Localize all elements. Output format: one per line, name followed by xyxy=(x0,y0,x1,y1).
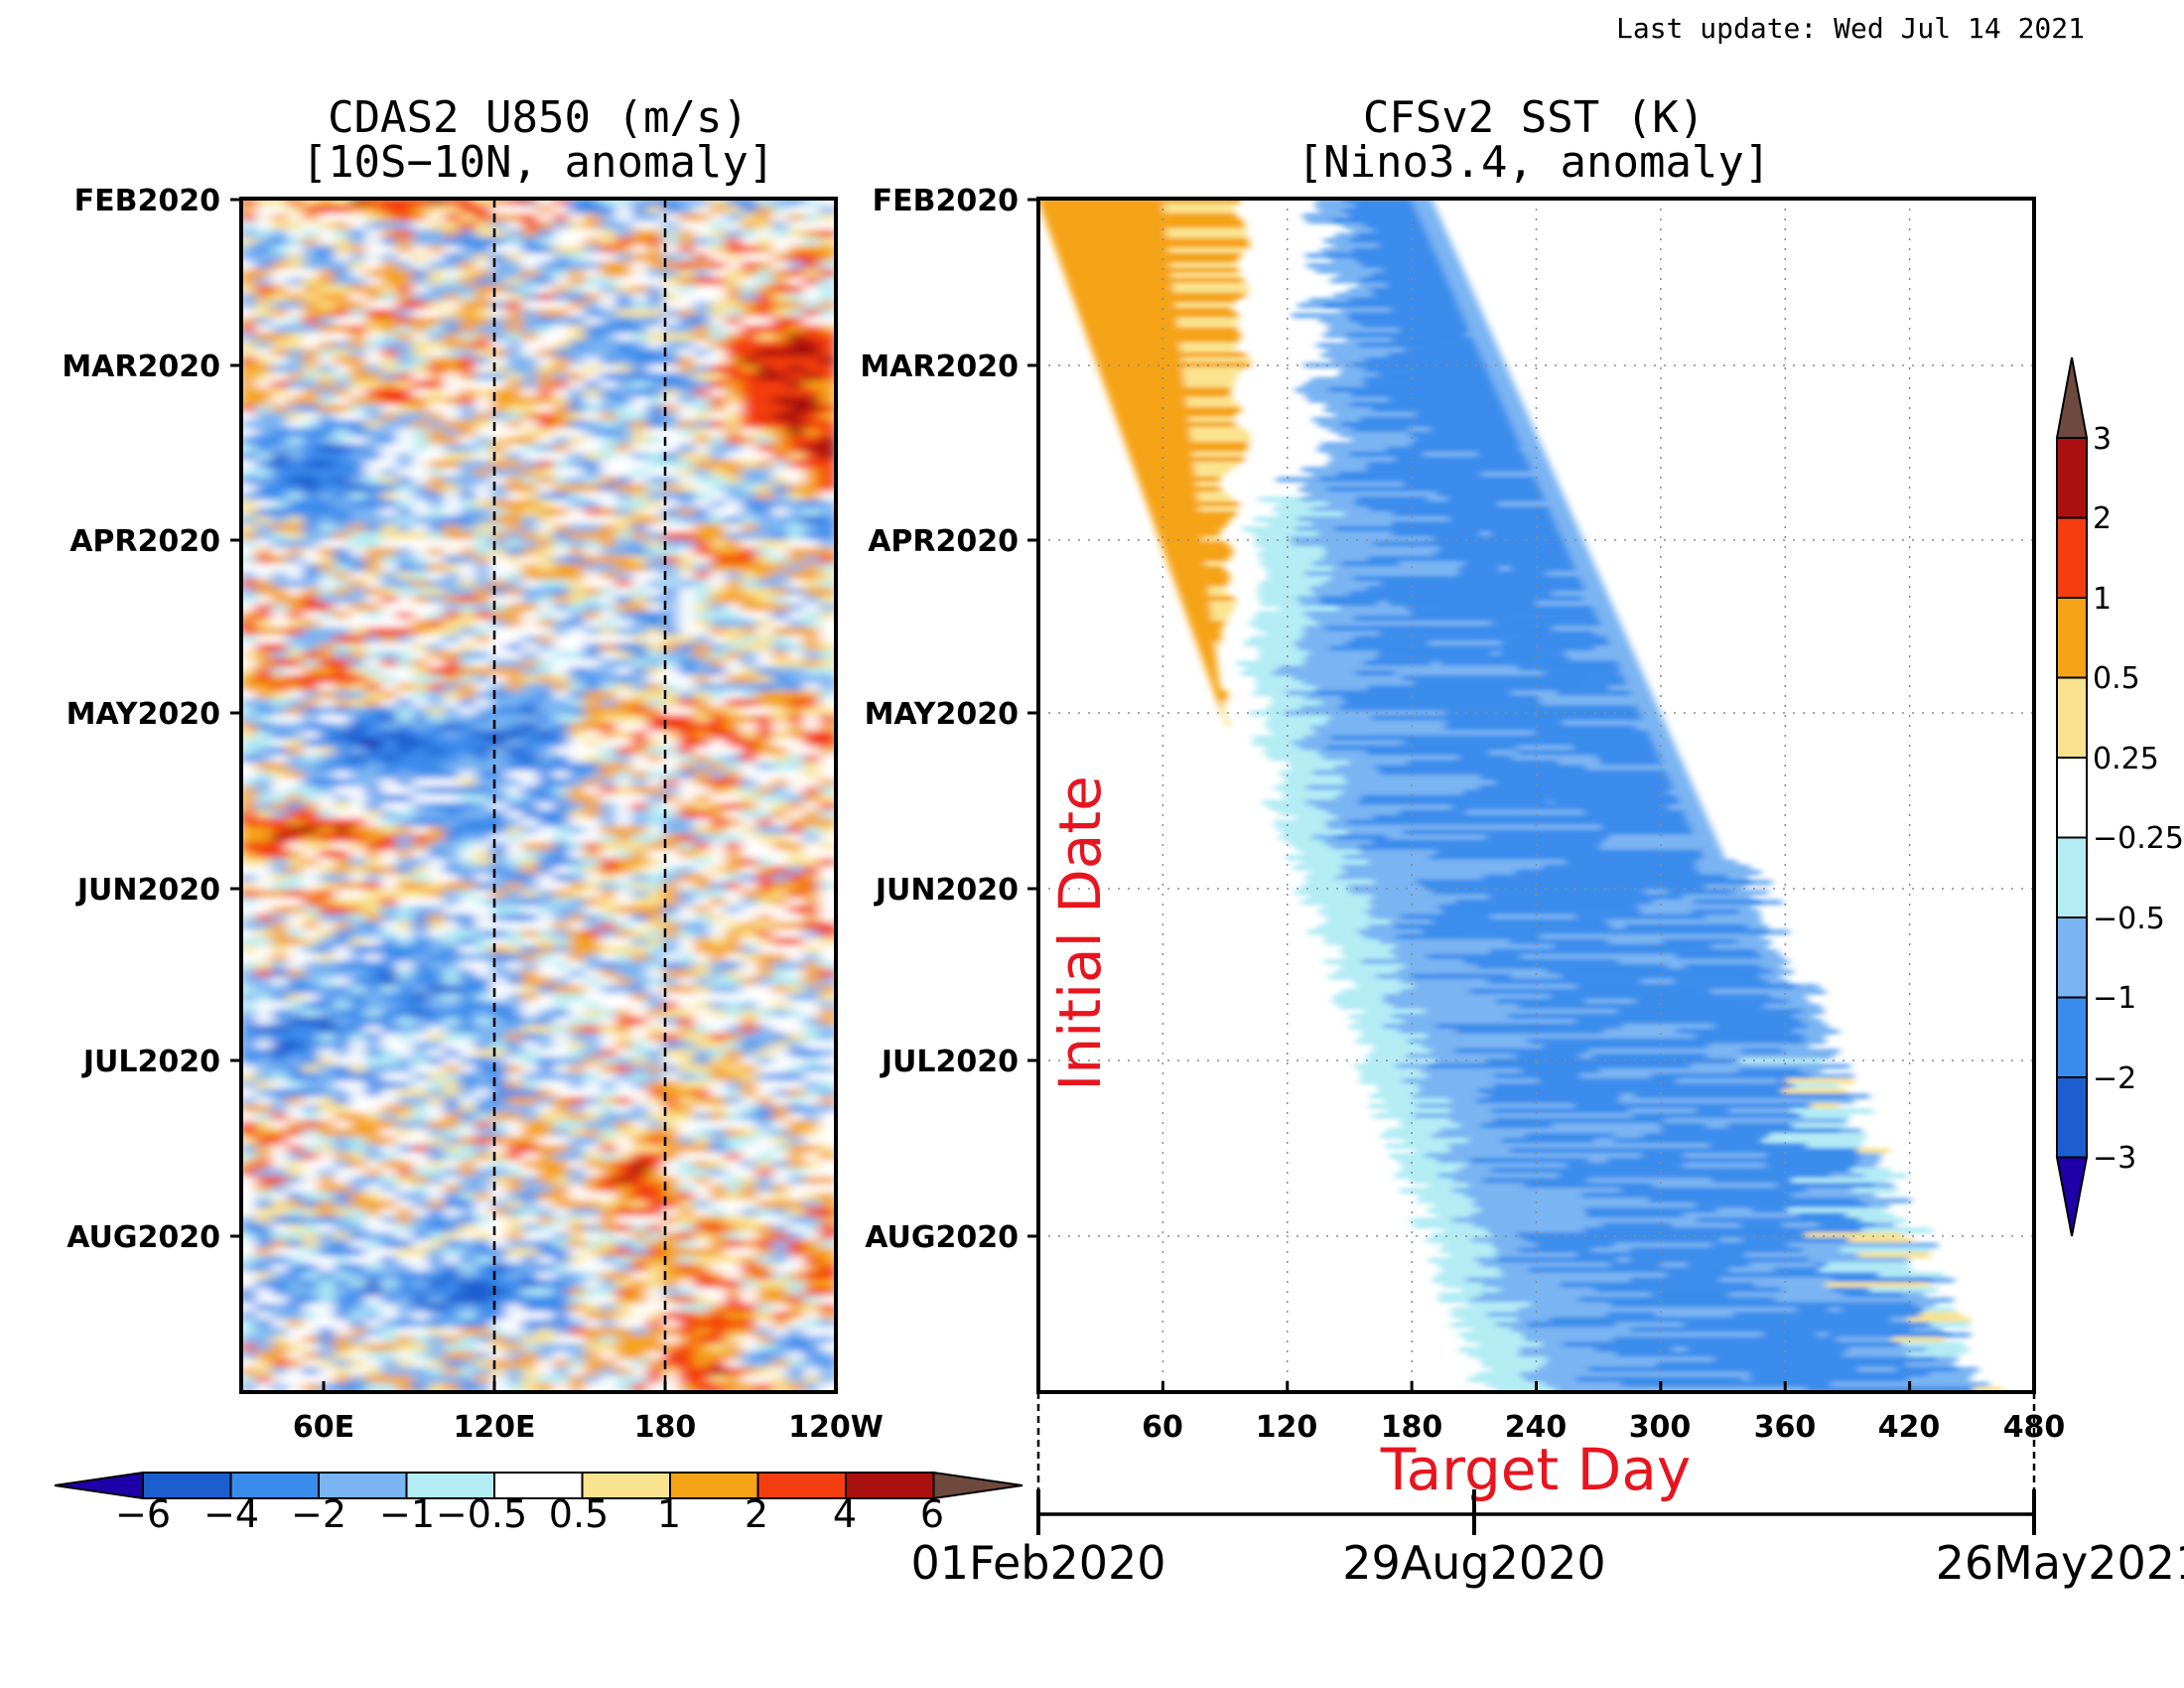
sst-colorbar-labels: 3 2 1 0.5 0.25 −0.25 −0.5 −1 −2 −3 xyxy=(2093,422,2184,1176)
sst-y-tick: JUL2020 xyxy=(880,1045,1019,1079)
sst-x-tick: 240 xyxy=(1505,1410,1568,1445)
sst-xlabel: Target Day xyxy=(1380,1436,1691,1503)
sst-colorbar-swatch xyxy=(2056,757,2088,839)
u850-colorbar-label: −4 xyxy=(204,1492,259,1536)
u850-colorbar-swatch xyxy=(669,1472,759,1499)
sst-colorbar-label: 3 xyxy=(2093,422,2112,457)
sst-colorbar-swatch xyxy=(2056,1076,2088,1159)
u850-colorbar-upper-arrow xyxy=(932,1471,1024,1500)
sst-y-tick: FEB2020 xyxy=(873,184,1019,218)
u850-field xyxy=(241,199,836,1392)
u850-y-tick: AUG2020 xyxy=(67,1220,220,1255)
sst-colorbar-label: −3 xyxy=(2093,1141,2136,1176)
sst-colorbar-label: 2 xyxy=(2093,501,2112,536)
u850-colorbar-swatch xyxy=(318,1472,408,1499)
sst-x-axis: 60 120 180 240 300 360 420 480 xyxy=(1142,1381,2065,1445)
u850-colorbar-label: 6 xyxy=(920,1492,944,1536)
sst-colorbar-swatch xyxy=(2056,516,2088,599)
sst-panel: CFSv2 SST (K) [Nino3.4, anomaly] FEB2020… xyxy=(860,92,2184,1590)
u850-x-axis: 60E 120E 180 120W xyxy=(293,1381,884,1445)
sst-y-tick: MAY2020 xyxy=(865,697,1019,732)
sst-colorbar-swatch xyxy=(2056,836,2088,918)
u850-frame xyxy=(239,197,838,1394)
sst-y-tick: APR2020 xyxy=(868,524,1019,559)
sst-x-tick: 480 xyxy=(2003,1410,2066,1445)
sst-colorbar-label: 0.5 xyxy=(2093,661,2140,696)
u850-x-tick: 60E xyxy=(293,1410,354,1445)
sst-date-label: 01Feb2020 xyxy=(910,1536,1165,1590)
sst-y-tick: MAR2020 xyxy=(860,350,1019,384)
sst-colorbar-swatch xyxy=(2056,676,2088,759)
sst-x-tick: 300 xyxy=(1629,1410,1692,1445)
u850-panel: CDAS2 U850 (m/s) [10S−10N, anomaly] FEB2… xyxy=(54,92,1024,1536)
u850-y-tick: JUN2020 xyxy=(75,873,220,908)
u850-colorbar-label: 1 xyxy=(657,1492,681,1536)
sst-grid xyxy=(1038,199,2034,1392)
u850-y-tick: MAY2020 xyxy=(67,697,220,732)
u850-y-tick: JUL2020 xyxy=(81,1045,220,1079)
u850-subtitle: [10S−10N, anomaly] xyxy=(302,137,775,188)
sst-x-tick: 420 xyxy=(1878,1410,1941,1445)
sst-y-tick: AUG2020 xyxy=(865,1220,1019,1255)
sst-colorbar-label: −1 xyxy=(2093,981,2136,1016)
u850-colorbar-swatch xyxy=(493,1472,584,1499)
sst-field xyxy=(1038,199,2002,1392)
u850-y-tick: MAR2020 xyxy=(62,350,220,384)
u850-colorbar-label: 4 xyxy=(833,1492,857,1536)
u850-y-tick: APR2020 xyxy=(69,524,220,559)
u850-x-tick: 180 xyxy=(634,1410,697,1445)
u850-colorbar-label: 2 xyxy=(745,1492,768,1536)
sst-colorbar-swatch xyxy=(2056,996,2088,1078)
sst-colorbar-label: −0.25 xyxy=(2093,821,2184,856)
sst-colorbar xyxy=(2055,356,2089,1237)
sst-colorbar-label: −2 xyxy=(2093,1061,2136,1096)
u850-colorbar-labels: −6 −4 −2 −1 −0.5 0.5 1 2 4 6 xyxy=(115,1492,944,1536)
sst-date-label: 29Aug2020 xyxy=(1342,1536,1605,1590)
sst-subtitle: [Nino3.4, anomaly] xyxy=(1297,137,1771,188)
u850-colorbar-label: 0.5 xyxy=(549,1492,609,1536)
u850-y-tick: FEB2020 xyxy=(74,184,220,218)
sst-y-tick: JUN2020 xyxy=(874,873,1019,908)
u850-colorbar-swatch xyxy=(756,1472,847,1499)
sst-colorbar-swatch xyxy=(2056,597,2088,679)
u850-y-axis: FEB2020 MAR2020 APR2020 MAY2020 JUN2020 … xyxy=(62,184,241,1255)
sst-date-label: 26May2021 xyxy=(1936,1536,2184,1590)
sst-colorbar-lower-arrow xyxy=(2055,1156,2089,1237)
sst-ylabel: Initial Date xyxy=(1046,775,1114,1091)
u850-colorbar xyxy=(54,1471,1024,1500)
u850-colorbar-label: −2 xyxy=(291,1492,346,1536)
sst-colorbar-label: 1 xyxy=(2093,582,2112,617)
u850-colorbar-label: −1 xyxy=(379,1492,435,1536)
u850-colorbar-swatch xyxy=(405,1472,495,1499)
sst-x-tick: 120 xyxy=(1256,1410,1318,1445)
sst-colorbar-swatch xyxy=(2056,916,2088,999)
u850-title: CDAS2 U850 (m/s) xyxy=(328,92,749,143)
sst-colorbar-swatch xyxy=(2056,437,2088,519)
u850-x-tick: 120W xyxy=(788,1410,884,1445)
u850-colorbar-swatch xyxy=(142,1472,232,1499)
sst-y-axis: FEB2020 MAR2020 APR2020 MAY2020 JUN2020 … xyxy=(860,184,1038,1255)
sst-x-tick: 360 xyxy=(1754,1410,1817,1445)
sst-x-tick: 180 xyxy=(1381,1410,1443,1445)
u850-colorbar-label: −6 xyxy=(115,1492,171,1536)
last-update-label: Last update: Wed Jul 14 2021 xyxy=(1616,12,2085,45)
sst-colorbar-label: −0.5 xyxy=(2093,902,2165,936)
sst-colorbar-upper-arrow xyxy=(2055,356,2089,439)
u850-x-tick: 120E xyxy=(453,1410,535,1445)
u850-colorbar-swatch xyxy=(845,1472,935,1499)
u850-colorbar-label: −0.5 xyxy=(436,1492,527,1536)
sst-x-tick: 60 xyxy=(1142,1410,1183,1445)
sst-date-axis: 01Feb2020 29Aug2020 26May2021 xyxy=(910,1392,2184,1590)
sst-title: CFSv2 SST (K) xyxy=(1363,92,1705,143)
sst-colorbar-label: 0.25 xyxy=(2093,742,2159,776)
